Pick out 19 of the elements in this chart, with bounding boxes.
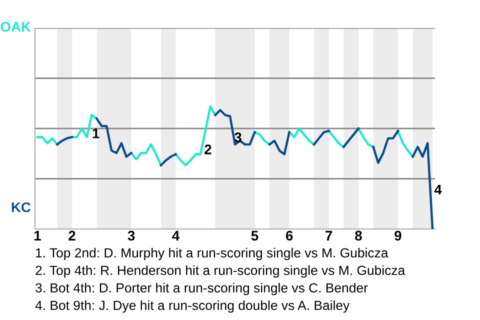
annotation: 4 — [434, 184, 442, 194]
x-tick-label: 1 — [34, 230, 41, 240]
x-tick-label: 6 — [286, 230, 293, 241]
text: OAK — [0, 22, 31, 32]
text: 1. Top 2nd: D. Murphy hit a run-scoring single vs M. Gubicza — [36, 248, 388, 260]
text: KC — [12, 202, 31, 212]
text: 2. Top 4th: R. Henderson hit a run-scoring single vs M. Gubicza — [36, 265, 406, 278]
x-tick-label: 5 — [251, 230, 258, 241]
annotation: 1 — [92, 128, 100, 138]
x-tick-label: 3 — [128, 230, 135, 241]
annotation: 3 — [234, 132, 242, 142]
text: 4. Bot 9th: J. Dye hit a run-scoring double vs A. Bailey — [35, 300, 350, 313]
x-tick-label: 4 — [172, 230, 180, 240]
x-tick-label: 2 — [68, 230, 76, 240]
text: 3. Bot 4th: D. Porter hit a run-scoring single vs C. Bender — [36, 282, 368, 296]
x-tick-label: 7 — [326, 230, 332, 240]
x-tick-label: 9 — [394, 230, 402, 241]
x-tick-label: 8 — [355, 230, 362, 241]
annotation: 2 — [204, 144, 212, 154]
